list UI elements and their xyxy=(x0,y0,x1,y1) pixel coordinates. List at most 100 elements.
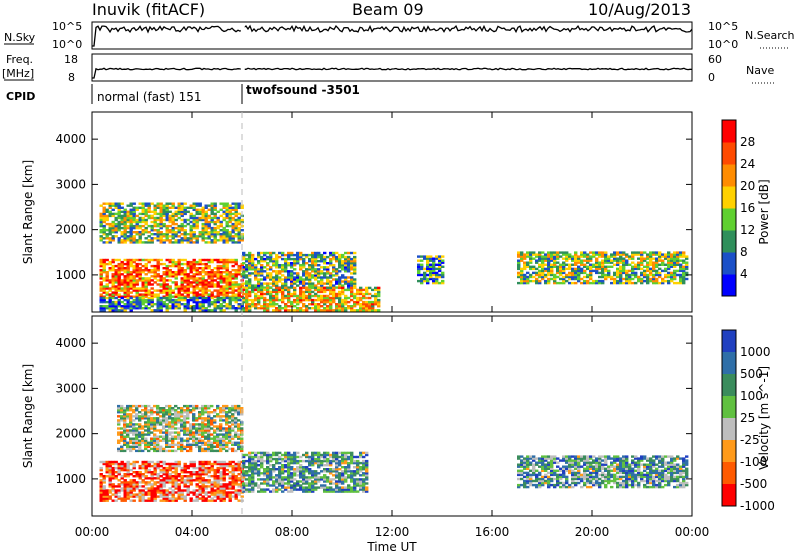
echo-cell xyxy=(204,417,208,420)
echo-cell xyxy=(634,267,638,271)
echo-cell xyxy=(198,258,202,262)
echo-cell xyxy=(165,208,169,211)
echo-cell xyxy=(216,433,220,436)
echo-cell xyxy=(314,274,318,277)
echo-cell xyxy=(344,288,348,292)
echo-cell xyxy=(141,279,145,282)
echo-cell xyxy=(341,303,345,306)
echo-cell xyxy=(189,239,193,242)
echo-cell xyxy=(171,464,175,468)
echo-cell xyxy=(216,429,220,432)
echo-cell xyxy=(207,407,211,410)
echo-cell xyxy=(213,431,217,434)
echo-cell xyxy=(231,283,235,286)
echo-cell xyxy=(263,296,267,300)
echo-cell xyxy=(195,216,199,220)
echo-cell xyxy=(640,277,644,281)
echo-cell xyxy=(228,435,232,438)
echo-cell xyxy=(266,288,270,292)
echo-cell xyxy=(177,435,181,438)
echo-cell xyxy=(183,210,187,213)
echo-cell xyxy=(198,218,202,222)
echo-cell xyxy=(284,268,288,271)
echo-cell xyxy=(302,470,306,473)
echo-cell xyxy=(305,262,309,265)
echo-cell xyxy=(225,277,229,280)
echo-cell xyxy=(290,476,294,479)
echo-cell xyxy=(329,305,333,308)
echo-cell xyxy=(207,411,211,414)
echo-cell xyxy=(601,255,605,258)
echo-cell xyxy=(541,271,545,275)
echo-cell xyxy=(108,466,112,470)
echo-cell xyxy=(132,216,136,220)
echo-cell xyxy=(186,443,190,446)
echo-cell xyxy=(234,419,238,422)
echo-cell xyxy=(562,281,566,285)
echo-cell xyxy=(105,305,109,308)
echo-cell xyxy=(607,255,611,258)
station-title: Inuvik (fitACF) xyxy=(92,0,205,19)
echo-cell xyxy=(272,464,276,467)
echo-cell xyxy=(245,266,249,269)
echo-cell xyxy=(123,298,127,302)
echo-cell xyxy=(278,455,282,459)
echo-cell xyxy=(240,295,244,298)
echo-cell xyxy=(204,307,208,310)
echo-cell xyxy=(368,309,372,312)
echo-cell xyxy=(222,239,226,242)
echo-cell xyxy=(225,411,229,414)
echo-cell xyxy=(162,417,166,420)
echo-cell xyxy=(201,210,205,213)
echo-cell xyxy=(147,258,151,262)
echo-cell xyxy=(129,437,133,440)
echo-cell xyxy=(108,267,112,270)
echo-cell xyxy=(222,471,226,474)
echo-cell xyxy=(144,443,148,446)
echo-cell xyxy=(138,258,142,262)
echo-cell xyxy=(426,277,430,281)
echo-cell xyxy=(676,281,680,285)
echo-cell xyxy=(123,423,127,426)
echo-cell xyxy=(344,268,348,271)
echo-cell xyxy=(213,495,217,498)
echo-cell xyxy=(231,495,235,498)
echo-cell xyxy=(245,478,249,481)
echo-cell xyxy=(435,263,439,266)
echo-cell xyxy=(228,481,232,484)
echo-cell xyxy=(135,206,139,209)
echo-cell xyxy=(228,237,232,240)
echo-cell xyxy=(272,270,276,273)
echo-cell xyxy=(132,485,136,488)
echo-cell xyxy=(323,290,327,294)
echo-cell xyxy=(177,305,181,308)
echo-cell xyxy=(225,239,229,242)
echo-cell xyxy=(180,208,184,211)
echo-cell xyxy=(153,481,157,484)
echo-cell xyxy=(156,443,160,446)
echo-cell xyxy=(210,443,214,446)
echo-cell xyxy=(260,490,264,493)
echo-cell xyxy=(117,237,121,240)
echo-cell xyxy=(317,282,321,285)
echo-cell xyxy=(180,204,184,207)
echo-cell xyxy=(186,287,190,290)
echo-cell xyxy=(222,235,226,238)
echo-cell xyxy=(159,481,163,484)
echo-cell xyxy=(195,285,199,288)
echo-cell xyxy=(240,439,244,442)
echo-cell xyxy=(293,470,297,473)
echo-cell xyxy=(216,216,220,220)
echo-cell xyxy=(111,237,115,240)
echo-cell xyxy=(153,473,157,476)
echo-cell xyxy=(123,289,127,292)
echo-cell xyxy=(332,251,336,255)
echo-cell xyxy=(108,307,112,310)
echo-cell xyxy=(237,267,241,270)
echo-cell xyxy=(192,293,196,296)
echo-cell xyxy=(138,485,142,488)
echo-cell xyxy=(144,202,148,205)
echo-cell xyxy=(189,291,193,294)
echo-cell xyxy=(619,279,623,283)
echo-cell xyxy=(132,214,136,218)
